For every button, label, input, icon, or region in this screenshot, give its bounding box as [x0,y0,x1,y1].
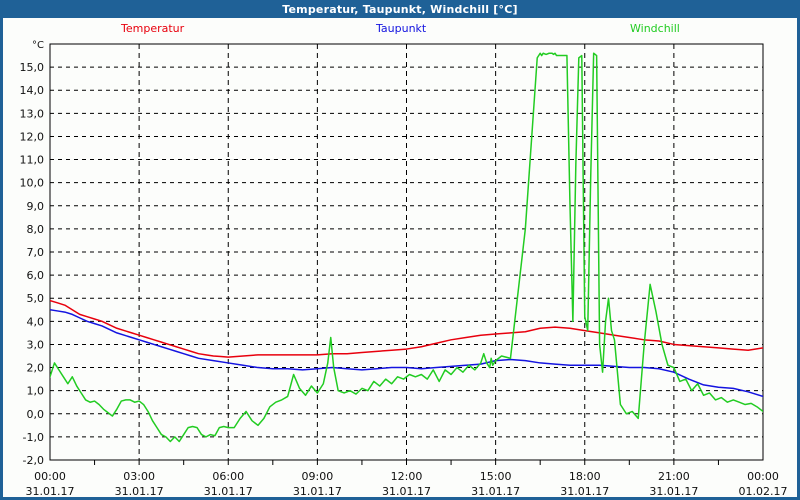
window-title-bar: Temperatur, Taupunkt, Windchill [°C] [0,0,800,18]
x-axis-date-label: 31.01.17 [382,485,431,497]
y-axis-tick-label: 3,0 [27,338,45,351]
y-axis-unit: °C [32,40,44,51]
plot-frame [49,43,764,461]
y-axis-tick-label: 15,0 [20,61,45,74]
x-axis-time-label: 00:00 [747,470,779,483]
x-axis-date-label: 31.01.17 [115,485,164,497]
x-axis-date-label: 31.01.17 [26,485,75,497]
chart-legend: Temperatur Taupunkt Windchill [3,22,797,38]
legend-item-windchill: Windchill [630,22,680,35]
x-axis-labels: 00:00 31.01.17 03:00 31.01.17 06:00 31.01.17 0… [26,470,788,497]
series-line-taupunkt [50,309,763,398]
y-axis-tick-label: 11,0 [20,154,45,167]
legend-item-taupunkt: Taupunkt [376,22,427,35]
x-axis-time-label: 03:00 [123,470,155,483]
y-axis-tick-label: 1,0 [27,385,45,398]
x-axis-time-label: 00:00 [34,470,66,483]
y-axis-tick-label: 4,0 [27,315,45,328]
chart-svg: 15,0 14,0 13,0 12,0 11,0 10,0 9,0 8,0 7,0 6,0 5,0 4… [20,40,788,497]
x-axis-time-label: 09:00 [302,470,334,483]
y-axis-tick-label: 10,0 [20,177,45,190]
x-axis-date-label: 31.01.17 [204,485,253,497]
y-axis-tick-label: 2,0 [27,362,45,375]
x-axis-time-label: 12:00 [391,470,423,483]
x-axis-date-label: 01.02.17 [739,485,788,497]
y-axis-tick-label: 13,0 [20,107,45,120]
grid-lines [50,43,763,461]
y-axis-tick-label: 7,0 [27,246,45,259]
x-axis-time-label: 18:00 [569,470,601,483]
x-axis-date-label: 31.01.17 [293,485,342,497]
y-axis-tick-label: -1,0 [23,431,44,444]
series-line-windchill [50,52,763,443]
legend-item-temperatur: Temperatur [121,22,185,35]
y-axis-unit-label: °C [32,40,44,51]
x-axis-date-label: 31.01.17 [471,485,520,497]
y-axis-tick-label: 0,0 [27,408,45,421]
data-series [50,52,763,443]
y-axis-tick-label: 14,0 [20,84,45,97]
axis-ticks [94,460,719,465]
y-axis-tick-label: 8,0 [27,223,45,236]
plot-area: 15,0 14,0 13,0 12,0 11,0 10,0 9,0 8,0 7,0 6,0 5,0 4… [3,38,797,497]
window-title: Temperatur, Taupunkt, Windchill [°C] [282,2,518,16]
x-axis-date-label: 31.01.17 [560,485,609,497]
y-axis-tick-label: 6,0 [27,269,45,282]
x-axis-time-label: 21:00 [658,470,690,483]
series-line-temperatur [50,299,763,358]
y-axis-tick-label: 5,0 [27,292,45,305]
y-axis-tick-label: 9,0 [27,200,45,213]
x-axis-time-label: 06:00 [212,470,244,483]
y-axis-tick-label: -2,0 [23,454,44,467]
x-axis-time-label: 15:00 [480,470,512,483]
x-axis-date-label: 31.01.17 [649,485,698,497]
y-axis-labels: 15,0 14,0 13,0 12,0 11,0 10,0 9,0 8,0 7,0 6,0 5,0 4… [20,61,45,467]
y-axis-tick-label: 12,0 [20,130,45,143]
